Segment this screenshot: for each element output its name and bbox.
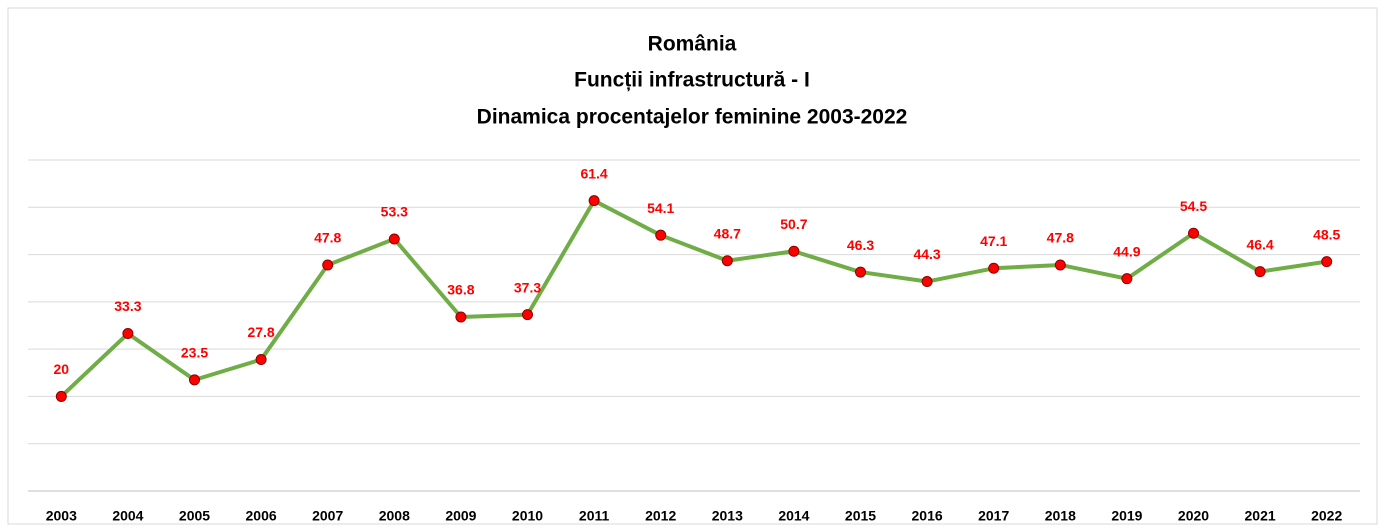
data-label: 54.1 <box>647 200 674 216</box>
data-label: 33.3 <box>114 298 141 314</box>
data-point <box>122 328 134 340</box>
x-tick-label: 2006 <box>246 508 277 524</box>
data-label: 48.7 <box>714 225 741 241</box>
chart-title: România <box>648 33 737 56</box>
data-label: 44.3 <box>913 246 940 262</box>
data-point <box>921 276 933 288</box>
x-tick-label: 2015 <box>845 508 876 524</box>
data-point <box>1254 266 1266 278</box>
x-tick-label: 2020 <box>1178 508 1209 524</box>
data-point <box>655 229 667 241</box>
x-tick-label: 2018 <box>1045 508 1076 524</box>
data-point <box>1121 273 1133 285</box>
data-point <box>788 245 800 257</box>
data-label: 47.8 <box>314 230 341 246</box>
x-tick-label: 2019 <box>1111 508 1142 524</box>
data-point <box>55 390 67 402</box>
x-tick-label: 2016 <box>912 508 943 524</box>
data-label: 47.8 <box>1047 230 1074 246</box>
data-label: 50.7 <box>780 216 807 232</box>
data-label: 46.3 <box>847 237 874 253</box>
chart-title: Funcții infrastructură - I <box>574 69 810 92</box>
data-point <box>322 259 334 271</box>
data-label: 27.8 <box>247 324 274 340</box>
x-tick-label: 2008 <box>379 508 410 524</box>
data-point <box>189 374 200 386</box>
x-tick-label: 2004 <box>112 508 143 524</box>
data-point <box>588 195 600 207</box>
data-label: 44.9 <box>1113 243 1140 259</box>
data-line <box>59 198 1327 398</box>
x-tick-label: 2010 <box>512 508 543 524</box>
data-point <box>522 309 533 321</box>
data-label: 20 <box>54 361 70 377</box>
data-label: 23.5 <box>181 345 208 361</box>
data-point <box>455 311 467 323</box>
chart-title: Dinamica procentajelor feminine 2003-202… <box>477 106 908 129</box>
data-label: 47.1 <box>980 233 1007 249</box>
x-tick-label: 2012 <box>645 508 676 524</box>
x-tick-label: 2009 <box>445 508 476 524</box>
x-tick-label: 2003 <box>46 508 77 524</box>
data-label: 61.4 <box>580 165 607 181</box>
x-tick-label: 2013 <box>712 508 743 524</box>
x-tick-label: 2011 <box>579 508 610 524</box>
data-label: 37.3 <box>514 279 541 295</box>
data-label: 46.4 <box>1246 236 1273 252</box>
data-point <box>255 354 267 366</box>
data-label: 54.5 <box>1180 198 1207 214</box>
x-tick-label: 2007 <box>312 508 343 524</box>
data-point <box>1321 256 1333 268</box>
x-tick-label: 2022 <box>1311 508 1342 524</box>
x-tick-label: 2021 <box>1245 508 1276 524</box>
x-tick-label: 2005 <box>179 508 210 524</box>
data-point <box>1054 259 1066 271</box>
data-point <box>988 262 1000 274</box>
data-point <box>388 233 400 245</box>
data-label: 48.5 <box>1313 226 1340 242</box>
data-label: 36.8 <box>447 282 474 298</box>
x-tick-label: 2014 <box>778 508 809 524</box>
data-point <box>721 255 733 267</box>
x-tick-label: 2017 <box>978 508 1009 524</box>
data-point <box>1188 227 1199 239</box>
data-label: 53.3 <box>381 204 408 220</box>
data-point <box>855 266 866 278</box>
